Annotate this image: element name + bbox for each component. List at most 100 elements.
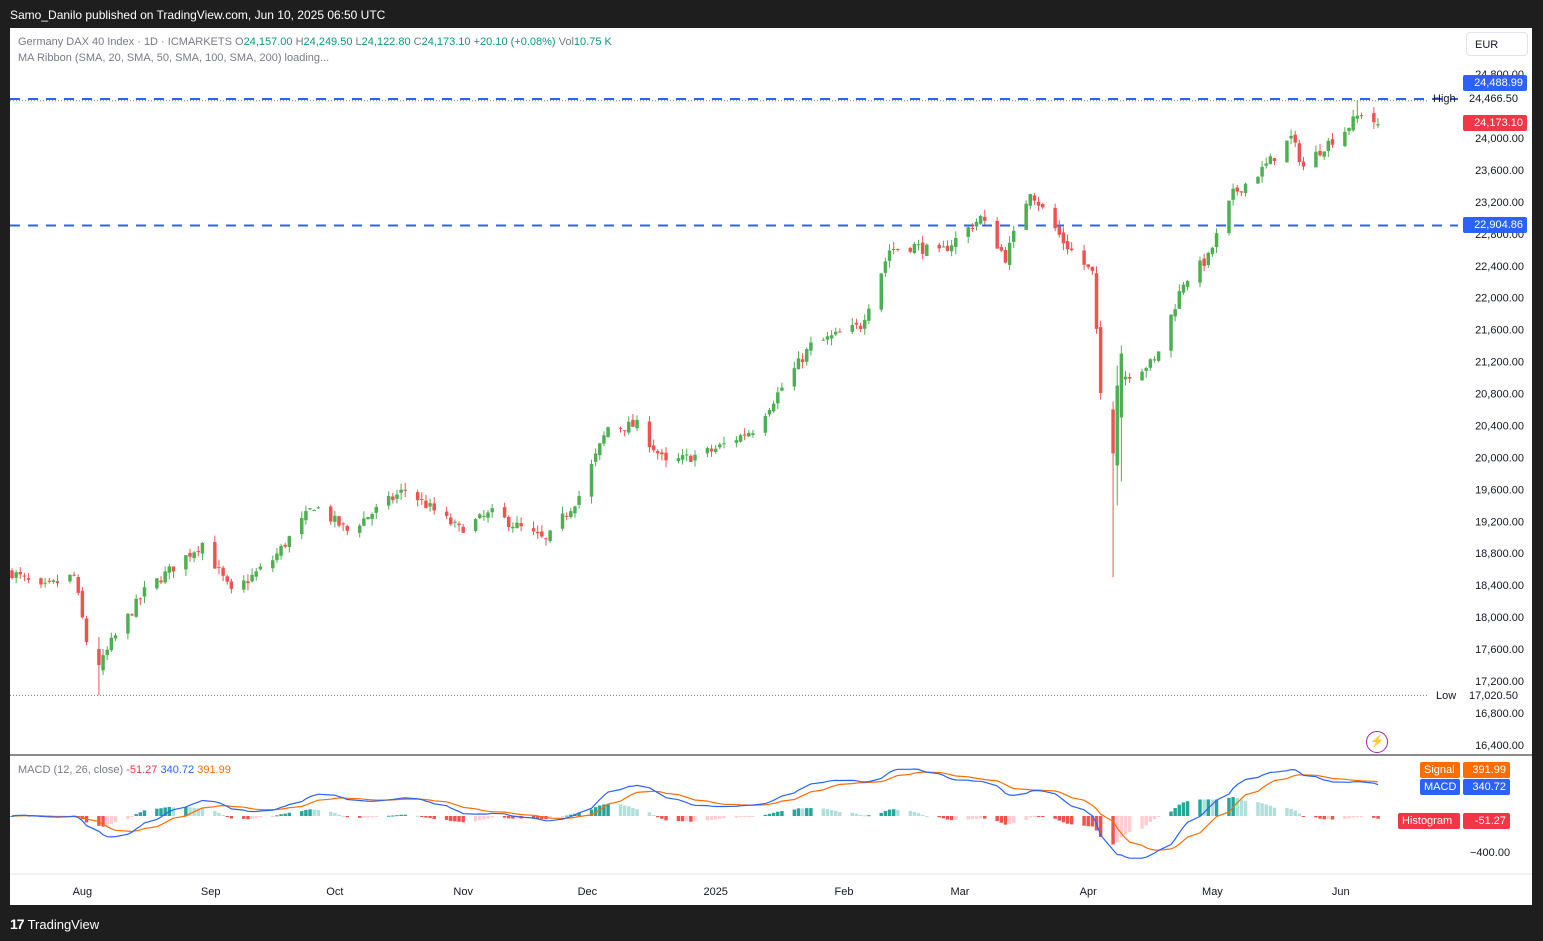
tradingview-logo[interactable]: 17 TradingView <box>10 916 99 932</box>
macd-histogram-bar <box>126 816 130 820</box>
candle-body <box>482 515 486 517</box>
chart-frame[interactable]: 24,800.0024,000.0023,600.0023,200.0022,8… <box>10 28 1532 905</box>
macd-histogram-bar <box>1256 802 1260 816</box>
macd-histogram-bar <box>1198 799 1202 816</box>
macd-histogram-bar <box>689 816 693 822</box>
macd-histogram-bar <box>357 816 362 818</box>
macd-pane <box>10 768 1380 859</box>
macd-histogram-bar <box>130 816 134 817</box>
change-value: +20.10 (+0.08%) <box>473 36 556 48</box>
chart-canvas[interactable]: 24,800.0024,000.0023,600.0023,200.0022,8… <box>10 28 1532 905</box>
macd-histogram-bar <box>1069 816 1074 825</box>
macd-histogram-bar <box>792 809 797 816</box>
macd-histogram-bar <box>660 816 664 819</box>
price-tick-label: 22,000.00 <box>1475 293 1524 305</box>
candle-body <box>1169 314 1173 351</box>
macd-histogram-bar <box>800 808 805 816</box>
candle-body <box>1024 203 1028 230</box>
lightning-icon[interactable]: ⚡ <box>1366 731 1388 753</box>
candle-body <box>329 506 333 522</box>
candle-body <box>742 434 747 436</box>
macd-histogram-bar <box>155 808 159 816</box>
candle-body <box>1343 131 1347 147</box>
candle-body <box>1285 140 1289 163</box>
candle-body <box>461 526 465 533</box>
candle-body <box>221 567 225 576</box>
price-tick-label: 24,000.00 <box>1475 133 1524 145</box>
macd-histogram-bar <box>246 816 250 820</box>
macd-histogram-bar <box>805 808 809 816</box>
price-tick-label: 19,600.00 <box>1475 484 1524 496</box>
macd-histogram-bar <box>1036 816 1041 817</box>
price-tick-label: 18,000.00 <box>1475 612 1524 624</box>
macd-histogram-bar <box>1293 810 1297 816</box>
macd-histogram-bar <box>1272 807 1277 816</box>
macd-histogram-bar <box>250 816 254 819</box>
macd-histogram-bar <box>184 807 188 816</box>
macd-histogram-bar <box>1082 816 1086 826</box>
macd-histogram-bar <box>767 813 772 816</box>
candle-body <box>887 250 892 261</box>
candle-body <box>449 517 453 525</box>
candle-body <box>1119 353 1124 418</box>
macd-histogram-bar <box>664 816 668 821</box>
macd-histogram-bar <box>511 816 515 819</box>
macd-histogram-bar <box>838 812 842 816</box>
macd-histogram-bar <box>1285 808 1289 816</box>
currency-button[interactable]: EUR <box>1466 32 1528 56</box>
signal-axis-label: 391.99 <box>1463 762 1510 778</box>
macd-histogram-bar <box>1289 808 1293 816</box>
low-label: L <box>355 36 362 48</box>
macd-histogram-bar <box>531 816 536 819</box>
candle-body <box>225 576 229 582</box>
candle-body <box>983 216 987 221</box>
candle-body <box>1032 195 1037 201</box>
candle-body <box>1272 158 1277 161</box>
price-tick-label: 16,400.00 <box>1475 740 1524 752</box>
low-tag: Low <box>1436 690 1457 702</box>
candle-body <box>1115 385 1119 466</box>
ma-ribbon-legend[interactable]: MA Ribbon (SMA, 20, SMA, 50, SMA, 100, S… <box>18 52 330 64</box>
candle-body <box>1376 124 1380 126</box>
candle-body <box>1123 376 1128 380</box>
candle-body <box>1235 187 1239 192</box>
candle-body <box>879 273 884 310</box>
low-price-label: 17,020.50 <box>1469 690 1518 702</box>
candle-body <box>84 618 89 643</box>
candle-body <box>43 582 47 584</box>
macd-histogram-bar <box>134 814 138 816</box>
candle-body <box>1111 409 1115 454</box>
price-tick-label: 22,400.00 <box>1475 261 1524 273</box>
macd-histogram-bar <box>486 816 490 819</box>
candle-body <box>1036 201 1041 206</box>
candle-body <box>55 581 60 584</box>
macd-histogram-bar <box>925 815 929 817</box>
candle-body <box>1028 194 1033 206</box>
macd-histogram-bar <box>1318 816 1322 819</box>
candle-body <box>105 649 109 656</box>
price-tick-label: 20,800.00 <box>1475 389 1524 401</box>
candle-body <box>229 581 234 589</box>
candle-body <box>891 248 896 250</box>
candle-body <box>453 521 457 523</box>
candle-body <box>689 455 693 462</box>
macd-signal-value: 391.99 <box>197 764 231 776</box>
candle-body <box>954 237 958 248</box>
candle-body <box>515 522 519 529</box>
macd-histogram-bar <box>722 816 726 819</box>
high-tag: High <box>1433 93 1456 105</box>
candle-body <box>531 528 536 532</box>
macd-histogram-bar <box>279 814 283 816</box>
candle-body <box>809 342 813 351</box>
macd-histogram-bar <box>966 816 970 820</box>
macd-legend[interactable]: MACD (12, 26, close) -51.27 340.72 391.9… <box>18 764 231 776</box>
low-value: 24,122.80 <box>361 36 411 48</box>
candle-body <box>1198 260 1202 283</box>
candle-body <box>896 248 900 250</box>
candle-body <box>39 578 43 585</box>
resistance-price-label: 24,488.99 <box>1463 75 1527 91</box>
candle-body <box>26 578 31 580</box>
macd-histogram-bar <box>771 812 776 816</box>
macd-histogram-bar <box>1260 803 1264 816</box>
macd-histogram-bar <box>879 812 884 816</box>
